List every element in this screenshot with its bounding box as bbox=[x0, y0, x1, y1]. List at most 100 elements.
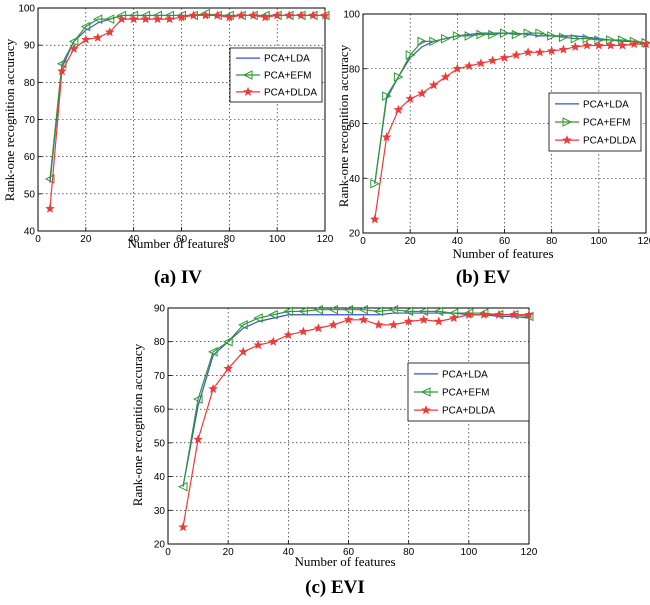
data-point bbox=[558, 44, 569, 54]
data-point bbox=[594, 40, 604, 50]
x-tick-label: 0 bbox=[360, 236, 366, 247]
data-point bbox=[272, 10, 282, 20]
legend-label: PCA+EFM bbox=[583, 118, 631, 129]
data-point bbox=[494, 309, 504, 319]
data-point bbox=[433, 306, 444, 317]
data-point bbox=[192, 394, 203, 404]
data-point bbox=[449, 313, 459, 323]
data-point bbox=[208, 347, 218, 357]
x-tick-label: 80 bbox=[224, 234, 236, 245]
y-tick-label: 100 bbox=[18, 4, 35, 15]
data-point bbox=[523, 47, 533, 57]
legend: PCA+LDA PCA+EFM PCA+DLDA bbox=[548, 92, 642, 152]
data-point bbox=[358, 304, 369, 315]
data-point bbox=[57, 66, 67, 76]
data-point bbox=[313, 304, 323, 315]
data-point bbox=[403, 306, 414, 317]
data-point bbox=[373, 319, 384, 329]
chart-caption: (c) EVI bbox=[305, 577, 365, 598]
data-point bbox=[45, 203, 55, 213]
data-point bbox=[605, 40, 616, 50]
data-point bbox=[238, 320, 248, 330]
legend-label: PCA+LDA bbox=[264, 54, 310, 65]
data-point bbox=[476, 58, 486, 68]
data-point bbox=[479, 309, 489, 319]
data-point bbox=[381, 132, 392, 142]
data-point bbox=[80, 21, 91, 32]
data-point bbox=[464, 31, 475, 41]
data-point bbox=[499, 52, 510, 62]
series-pca-dlda bbox=[45, 10, 330, 213]
data-point bbox=[358, 314, 369, 324]
legend-marker bbox=[420, 387, 431, 397]
y-axis-label: Rank-one recognition accuracy bbox=[336, 44, 351, 207]
data-point bbox=[298, 326, 309, 336]
data-point bbox=[370, 178, 380, 189]
data-point bbox=[418, 306, 429, 317]
data-point bbox=[418, 314, 429, 324]
x-tick-label: 120 bbox=[638, 236, 650, 247]
y-tick-label: 50 bbox=[24, 189, 36, 200]
data-point bbox=[370, 214, 380, 224]
data-point bbox=[212, 10, 223, 20]
data-point bbox=[44, 174, 55, 184]
x-axis-label: Number of features bbox=[452, 246, 553, 261]
data-point bbox=[260, 12, 270, 22]
y-tick-label: 30 bbox=[154, 506, 166, 517]
data-point bbox=[428, 80, 439, 90]
data-point bbox=[152, 14, 163, 24]
data-point bbox=[488, 29, 498, 40]
data-point bbox=[176, 12, 187, 22]
data-point bbox=[328, 319, 339, 329]
data-point bbox=[188, 10, 199, 20]
x-tick-label: 120 bbox=[317, 234, 334, 245]
data-point bbox=[417, 88, 427, 98]
data-point bbox=[223, 336, 233, 347]
y-tick-label: 40 bbox=[24, 227, 36, 238]
x-tick-label: 40 bbox=[452, 236, 464, 247]
y-tick-label: 60 bbox=[154, 405, 166, 416]
legend-marker bbox=[421, 405, 431, 415]
legend: PCA+LDA PCA+EFM PCA+DLDA bbox=[407, 362, 530, 422]
data-point bbox=[177, 481, 188, 492]
y-tick-label: 40 bbox=[349, 174, 361, 185]
series-pca-dlda bbox=[178, 309, 534, 532]
data-point bbox=[629, 39, 639, 49]
y-tick-label: 80 bbox=[154, 337, 166, 348]
data-point bbox=[535, 47, 545, 57]
data-point bbox=[238, 346, 248, 356]
data-point bbox=[298, 306, 308, 317]
y-tick-label: 70 bbox=[24, 115, 36, 126]
x-tick-label: 20 bbox=[80, 234, 92, 245]
legend-label: PCA+LDA bbox=[583, 99, 629, 110]
data-point bbox=[284, 10, 294, 20]
data-point bbox=[464, 60, 474, 71]
data-point bbox=[476, 29, 487, 40]
legend-label: PCA+EFM bbox=[264, 71, 312, 82]
legend-marker bbox=[242, 70, 253, 80]
data-point bbox=[93, 32, 103, 42]
x-tick-label: 80 bbox=[403, 547, 415, 558]
data-point bbox=[178, 522, 188, 532]
x-tick-label: 60 bbox=[343, 547, 355, 558]
data-point bbox=[487, 55, 498, 65]
data-point bbox=[313, 323, 324, 333]
data-point bbox=[570, 33, 581, 44]
data-point bbox=[570, 41, 581, 51]
data-point bbox=[328, 304, 338, 315]
data-point bbox=[68, 36, 79, 47]
data-point bbox=[283, 329, 294, 340]
data-point bbox=[511, 29, 522, 40]
x-tick-label: 20 bbox=[223, 547, 235, 558]
data-point bbox=[582, 40, 592, 50]
y-tick-label: 100 bbox=[343, 10, 360, 21]
data-point bbox=[128, 14, 139, 24]
data-point bbox=[253, 313, 263, 323]
legend-label: PCA+DLDA bbox=[583, 136, 636, 147]
legend: PCA+LDA PCA+EFM PCA+DLDA bbox=[229, 47, 323, 103]
data-point bbox=[104, 14, 115, 24]
legend-label: PCA+DLDA bbox=[442, 406, 495, 417]
x-tick-label: 40 bbox=[128, 234, 140, 245]
series-line bbox=[374, 32, 647, 184]
